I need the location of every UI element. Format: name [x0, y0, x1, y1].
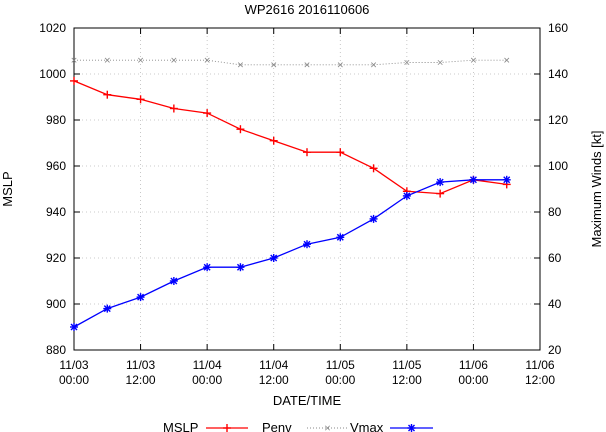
legend-item-vmax: Vmax: [350, 420, 433, 432]
y-left-tick-label: 980: [46, 113, 66, 127]
x-tick-label-time: 12:00: [392, 373, 422, 387]
series-point: [337, 62, 343, 68]
y-left-tick-label: 880: [46, 343, 66, 357]
y-right-tick-label: 80: [548, 205, 562, 219]
series-point: [369, 214, 378, 223]
series-point: [303, 148, 311, 157]
series-point: [169, 104, 178, 113]
y-right-tick-label: 160: [548, 21, 568, 35]
x-tick-label-date: 11/06: [525, 358, 554, 372]
series-point: [203, 109, 212, 118]
series-point: [204, 57, 210, 63]
y-axis-right-label: Maximum Winds [kt]: [589, 130, 604, 247]
series-point: [236, 263, 245, 272]
series-point: [407, 424, 416, 432]
x-axis-label: DATE/TIME: [273, 393, 342, 408]
plot-frame: [73, 27, 541, 351]
legend-label: MSLP: [163, 420, 198, 432]
series-point: [71, 57, 77, 63]
series-point: [502, 175, 511, 184]
series-point: [203, 263, 212, 272]
series-point: [103, 90, 112, 99]
x-tick-label-date: 11/05: [326, 358, 355, 372]
y-right-tick-label: 120: [548, 113, 568, 127]
legend-label: Penv: [262, 420, 292, 432]
x-tick-label-time: 00:00: [325, 373, 355, 387]
y-left-tick-label: 900: [46, 297, 66, 311]
y-axis-left-label: MSLP: [0, 171, 15, 206]
x-tick-label-date: 11/04: [259, 358, 288, 372]
series-point: [171, 57, 177, 63]
legend: MSLP Penv Vmax: [163, 420, 433, 432]
series-point: [402, 191, 411, 200]
chart-title: WP2616 2016110606: [245, 2, 370, 17]
x-tick-label-time: 00:00: [192, 373, 222, 387]
y-right-tick-label: 60: [548, 251, 562, 265]
series-vmax: [70, 175, 511, 331]
x-tick-label-date: 11/03: [126, 358, 155, 372]
x-tick-label-time: 00:00: [458, 373, 488, 387]
y-right-ticks: 20 40 60 80 100 120 140 160: [534, 21, 568, 357]
series-point: [223, 424, 231, 432]
legend-item-mslp: MSLP: [163, 420, 248, 432]
series-point: [469, 175, 478, 184]
x-tick-label-date: 11/03: [59, 358, 88, 372]
y-left-tick-label: 1000: [39, 67, 66, 81]
series-point: [436, 189, 445, 198]
x-tick-label-time: 12:00: [525, 373, 555, 387]
series-point: [169, 277, 178, 285]
y-left-tick-label: 960: [46, 159, 66, 173]
series-point: [404, 59, 410, 66]
y-right-tick-label: 140: [548, 67, 568, 81]
series-line-vmax: [73, 179, 507, 328]
y-left-tick-label: 940: [46, 205, 66, 219]
series-point: [504, 57, 510, 63]
series-point: [437, 59, 443, 66]
series-point: [237, 62, 243, 68]
x-ticks: 11/0300:0011/0312:0011/0400:0011/0412:00…: [59, 28, 555, 387]
series-layer: [70, 57, 511, 331]
series-point: [304, 62, 310, 68]
series-point: [271, 62, 277, 68]
y-left-tick-label: 1020: [39, 21, 66, 35]
grid: [74, 28, 540, 350]
y-right-tick-label: 100: [548, 159, 568, 173]
series-point: [70, 76, 78, 85]
x-tick-label-date: 11/04: [193, 358, 222, 372]
series-line-penv: [74, 59, 507, 66]
series-point: [436, 178, 445, 187]
series-point: [136, 95, 145, 104]
series-point: [138, 57, 144, 63]
x-tick-label-time: 00:00: [59, 373, 89, 387]
legend-item-penv: Penv: [262, 420, 348, 432]
x-tick-label-time: 12:00: [126, 373, 156, 387]
series-point: [470, 57, 476, 63]
series-mslp: [70, 76, 511, 198]
series-point: [104, 57, 110, 63]
y-right-tick-label: 40: [548, 297, 562, 311]
legend-label: Vmax: [350, 420, 384, 432]
series-point: [70, 323, 78, 331]
series-point: [336, 233, 345, 242]
series-point: [369, 164, 378, 173]
series-point: [236, 125, 245, 134]
y-right-tick-label: 20: [548, 343, 562, 357]
series-point: [269, 254, 278, 262]
series-point: [136, 293, 145, 302]
series-point: [103, 304, 112, 313]
x-tick-label-date: 11/06: [459, 358, 488, 372]
series-point: [371, 62, 377, 68]
y-left-ticks: 880 900 920 940 960 980 1000 1020: [39, 21, 80, 357]
x-tick-label-time: 12:00: [259, 373, 289, 387]
series-line-mslp: [73, 80, 507, 195]
series-point: [303, 240, 311, 249]
series-penv: [71, 57, 510, 68]
series-point: [336, 148, 345, 157]
y-left-tick-label: 920: [46, 251, 66, 265]
x-tick-label-date: 11/05: [392, 358, 421, 372]
series-point: [324, 425, 331, 431]
series-point: [269, 136, 278, 145]
